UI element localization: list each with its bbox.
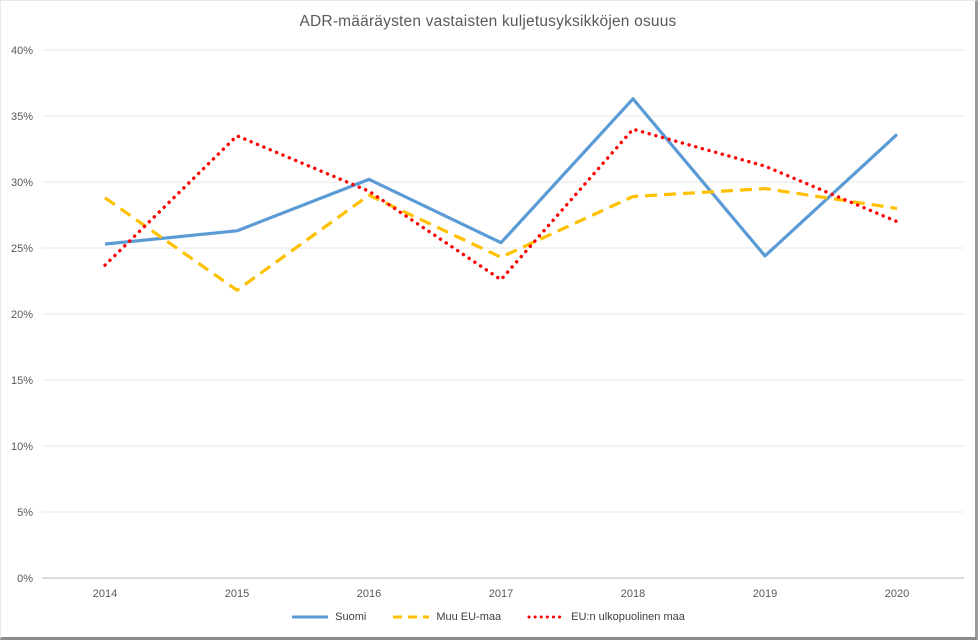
chart-title[interactable]: ADR-määräysten vastaisten kuljetusyksikk… (299, 13, 677, 30)
legend-item-muu-eu-maa[interactable]: Muu EU-maa (392, 611, 501, 623)
y-axis-tick-label: 35% (11, 111, 33, 123)
legend-label-eun-ulkopuolinen-maa: EU:n ulkopuolinen maa (571, 611, 685, 623)
legend-label-suomi: Suomi (335, 611, 367, 623)
series-line-muu-eu-maa[interactable] (104, 187, 898, 292)
x-axis-tick-label: 2016 (357, 588, 381, 600)
y-axis-tick-label: 15% (11, 375, 33, 387)
y-axis-tick-label: 30% (11, 177, 33, 189)
series-line-suomi[interactable] (104, 97, 899, 258)
legend-item-eun-ulkopuolinen-maa[interactable]: EU:n ulkopuolinen maa (527, 611, 685, 623)
x-axis-tick-label: 2020 (885, 588, 909, 600)
x-axis-tick-label: 2014 (93, 588, 117, 600)
legend: Suomi Muu EU-maa EU:n ulkopuolinen maa (1, 611, 975, 623)
x-axis-tick-label: 2019 (753, 588, 777, 600)
y-axis-tick-label: 40% (11, 45, 33, 57)
x-axis-tick-label: 2015 (225, 588, 249, 600)
y-axis-tick-label: 0% (17, 573, 33, 585)
x-axis-tick-label: 2018 (621, 588, 645, 600)
legend-item-suomi[interactable]: Suomi (291, 611, 366, 623)
y-axis-tick-label: 20% (11, 309, 33, 321)
y-axis-tick-label: 5% (17, 507, 33, 519)
x-axis-tick-label: 2017 (489, 588, 513, 600)
legend-swatch-dotted-line (527, 615, 565, 619)
y-axis-tick-label: 25% (11, 243, 33, 255)
legend-swatch-dashed-line (393, 615, 430, 619)
legend-swatch-solid-line (292, 615, 329, 619)
series-line-eu-n-ulkopuolinen-maa[interactable] (103, 127, 899, 282)
legend-label-muu-eu-maa: Muu EU-maa (436, 611, 502, 623)
y-axis-tick-label: 10% (11, 441, 33, 453)
